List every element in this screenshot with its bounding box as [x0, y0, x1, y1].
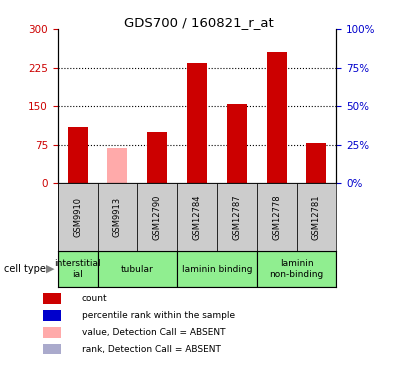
Bar	[43, 344, 61, 354]
Text: GSM12787: GSM12787	[232, 194, 241, 240]
Bar	[43, 327, 61, 337]
Bar	[227, 104, 247, 183]
Text: laminin binding: laminin binding	[181, 265, 252, 273]
Text: count: count	[82, 294, 107, 303]
Bar	[257, 251, 336, 287]
Text: GSM12781: GSM12781	[312, 194, 321, 240]
Text: GSM9910: GSM9910	[73, 197, 82, 237]
Bar	[217, 183, 257, 251]
Bar	[177, 251, 257, 287]
Bar	[98, 183, 137, 251]
Text: value, Detection Call = ABSENT: value, Detection Call = ABSENT	[82, 328, 225, 337]
Text: percentile rank within the sample: percentile rank within the sample	[82, 311, 235, 320]
Bar	[297, 183, 336, 251]
Bar	[68, 127, 88, 183]
Bar	[187, 63, 207, 183]
Text: GSM12778: GSM12778	[272, 194, 281, 240]
Text: GSM12790: GSM12790	[153, 194, 162, 239]
Bar	[98, 251, 177, 287]
Bar	[257, 183, 297, 251]
Bar	[58, 251, 98, 287]
Text: interstitial
ial: interstitial ial	[54, 259, 101, 279]
Text: rank, Detection Call = ABSENT: rank, Detection Call = ABSENT	[82, 345, 221, 354]
Bar	[137, 183, 177, 251]
Text: GSM9913: GSM9913	[113, 197, 122, 237]
Text: laminin
non-binding: laminin non-binding	[269, 259, 324, 279]
Bar	[147, 132, 167, 183]
Text: GDS700 / 160821_r_at: GDS700 / 160821_r_at	[124, 16, 274, 30]
Text: tubular: tubular	[121, 265, 154, 273]
Bar	[267, 52, 287, 183]
Text: GSM12784: GSM12784	[193, 194, 201, 240]
Bar	[43, 293, 61, 304]
Bar	[107, 148, 127, 183]
Bar	[58, 183, 98, 251]
Bar	[177, 183, 217, 251]
Text: cell type: cell type	[4, 264, 46, 274]
Bar	[43, 310, 61, 321]
Text: ▶: ▶	[45, 264, 54, 274]
Bar	[306, 143, 326, 183]
